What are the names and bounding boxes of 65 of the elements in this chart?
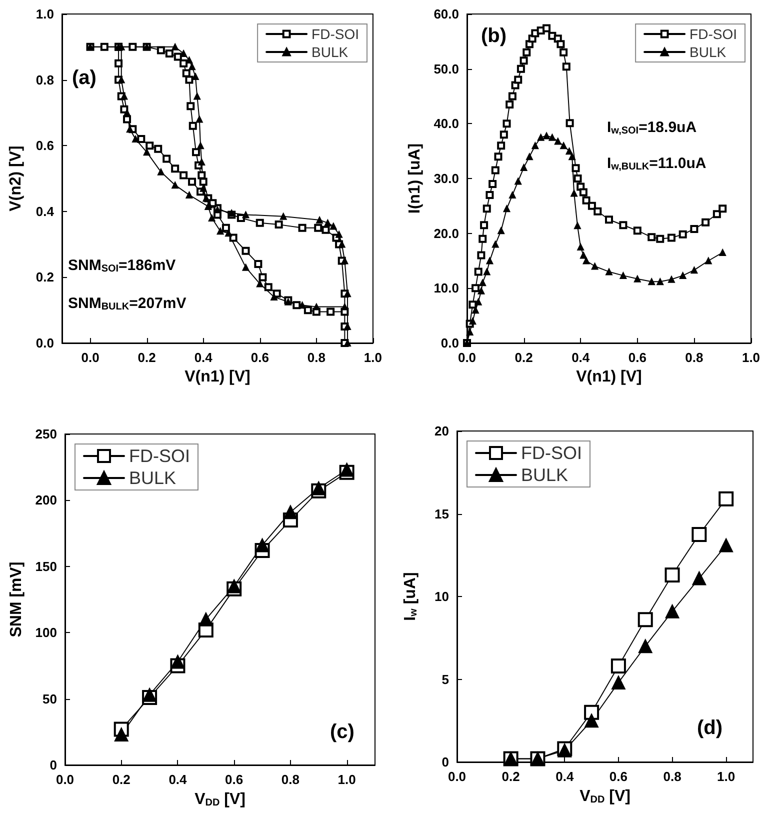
y-axis-title: I(n1) [uA] xyxy=(406,143,424,214)
x-tick-label: 0.2 xyxy=(112,772,130,787)
y-tick-label: 20 xyxy=(434,424,449,438)
y-tick-label: 0.0 xyxy=(36,336,54,350)
x-tick-label: 0.0 xyxy=(81,350,100,365)
x-tick-label: 0.4 xyxy=(572,350,590,365)
x-tick-label: 0.6 xyxy=(609,769,628,784)
y-axis-title: V(n2) [V] xyxy=(8,146,24,212)
x-axis-title: V(n1) [V] xyxy=(576,368,642,386)
x-tick-label: 1.0 xyxy=(364,350,382,365)
annotation: (a) xyxy=(72,67,96,89)
x-axis-title: V(n1) [V] xyxy=(184,368,250,386)
x-tick-label: 0.6 xyxy=(250,350,269,365)
y-tick-label: 20.0 xyxy=(434,226,459,241)
x-tick-label: 1.0 xyxy=(717,769,736,784)
y-tick-label: 200 xyxy=(35,492,57,508)
x-tick-label: 0.6 xyxy=(225,772,244,787)
y-tick-label: 0 xyxy=(442,754,449,770)
x-tick-label: 0.2 xyxy=(514,350,533,365)
x-tick-label: 0.8 xyxy=(307,350,326,365)
y-tick-label: 30.0 xyxy=(434,171,459,186)
y-tick-label: 0.0 xyxy=(440,336,459,350)
y-tick-label: 15 xyxy=(434,506,449,522)
x-tick-label: 0.0 xyxy=(56,772,74,787)
y-tick-label: 0.8 xyxy=(36,72,54,88)
x-tick-label: 0.2 xyxy=(502,769,520,784)
x-tick-label: 0.4 xyxy=(194,350,214,365)
y-tick-label: 1.0 xyxy=(36,6,54,22)
x-tick-label: 1.0 xyxy=(742,350,760,365)
y-tick-label: 150 xyxy=(35,558,57,574)
x-tick-label: 1.0 xyxy=(338,772,356,787)
y-tick-label: 0.4 xyxy=(36,204,55,219)
y-tick-label: 50 xyxy=(42,691,57,706)
legend-label: FD-SOI xyxy=(521,443,582,463)
x-tick-label: 0.8 xyxy=(281,772,300,787)
y-axis-title: SNM [mV] xyxy=(8,562,25,638)
y-tick-label: 10.0 xyxy=(434,280,459,296)
x-tick-label: 0.8 xyxy=(663,769,682,784)
y-tick-label: 250 xyxy=(35,426,57,442)
y-tick-label: 50.0 xyxy=(434,61,459,76)
legend-label: FD-SOI xyxy=(690,26,738,42)
y-tick-label: 100 xyxy=(35,625,57,640)
legend-label: BULK xyxy=(521,465,568,485)
x-tick-label: 0.2 xyxy=(138,350,156,365)
x-tick-label: 0.8 xyxy=(685,350,704,365)
legend-label: BULK xyxy=(129,468,176,488)
annotation: (d) xyxy=(697,717,723,739)
x-tick-label: 0.4 xyxy=(168,772,188,787)
legend-label: FD-SOI xyxy=(312,26,360,42)
annotation: (c) xyxy=(330,721,354,743)
y-tick-label: 40.0 xyxy=(434,116,459,132)
legend-label: BULK xyxy=(312,44,349,60)
legend-label: BULK xyxy=(690,44,727,60)
x-tick-label: 0.6 xyxy=(628,350,646,365)
y-axis-title: Iw [uA] xyxy=(402,572,420,621)
y-tick-label: 5 xyxy=(442,672,449,687)
y-tick-label: 0.6 xyxy=(36,138,54,154)
x-tick-label: 0.0 xyxy=(458,350,476,365)
y-tick-label: 0.2 xyxy=(36,270,54,285)
annotation: (b) xyxy=(481,25,507,47)
x-tick-label: 0.4 xyxy=(556,769,574,784)
y-tick-label: 10 xyxy=(434,589,449,604)
legend-label: FD-SOI xyxy=(129,446,190,466)
y-tick-label: 0 xyxy=(50,758,57,772)
y-tick-label: 60.0 xyxy=(434,6,459,22)
